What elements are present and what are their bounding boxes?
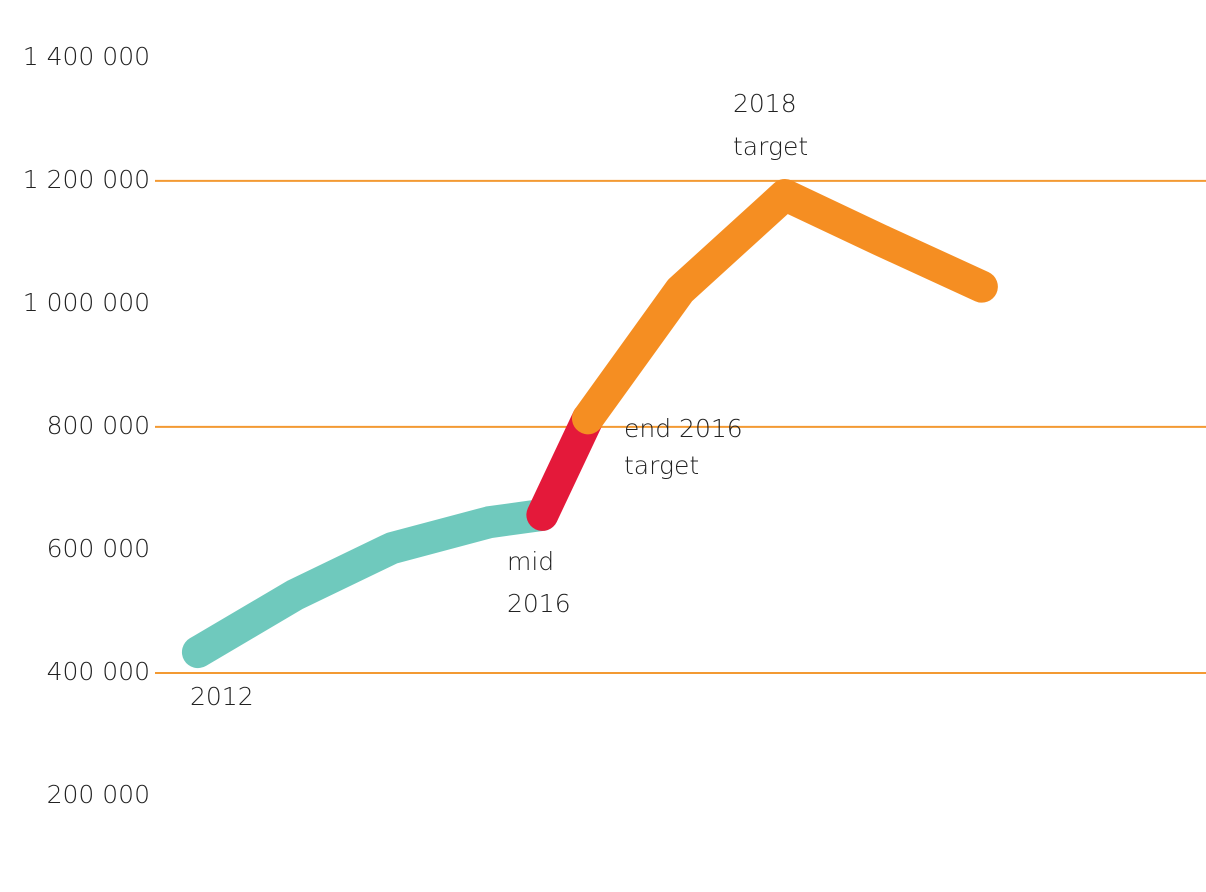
y-tick-label: 1 000 000 <box>23 288 150 317</box>
annotation: 2012 <box>190 682 254 711</box>
line-series <box>571 179 998 435</box>
line-series <box>181 498 559 669</box>
annotation: 2016 <box>507 589 571 618</box>
y-tick-label: 1 400 000 <box>23 42 150 71</box>
annotation: mid <box>507 547 554 576</box>
line-series <box>526 402 604 531</box>
lines <box>181 179 998 669</box>
annotation: target <box>733 132 808 161</box>
labels: 2012 mid 2016 end 2016 target 2018 targe… <box>23 42 808 809</box>
annotation: 2018 <box>733 89 797 118</box>
y-tick-label: 400 000 <box>47 657 150 686</box>
y-tick-label: 800 000 <box>47 411 150 440</box>
grid <box>155 179 1206 674</box>
y-tick-label: 1 200 000 <box>23 165 150 194</box>
y-tick-label: 600 000 <box>47 534 150 563</box>
annotation: target <box>624 451 699 480</box>
annotation: end 2016 <box>624 414 743 443</box>
y-tick-label: 200 000 <box>47 780 150 809</box>
